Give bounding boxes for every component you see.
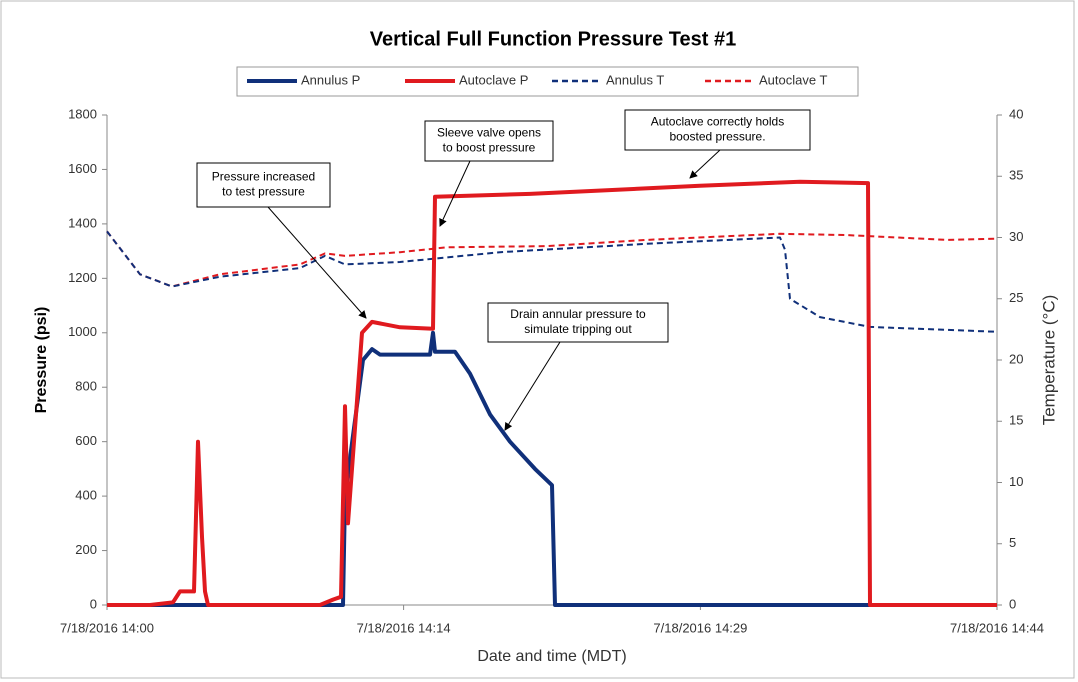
annotation-text: Autoclave correctly holds bbox=[651, 115, 784, 129]
annotation-text: to boost pressure bbox=[443, 141, 536, 155]
y-tick-label: 400 bbox=[75, 488, 97, 503]
x-axis-label: Date and time (MDT) bbox=[477, 648, 626, 665]
x-tick-label: 7/18/2016 14:44 bbox=[950, 620, 1044, 635]
annotation-text: simulate tripping out bbox=[524, 322, 632, 336]
y-tick-label: 1200 bbox=[68, 270, 97, 285]
y2-tick-label: 0 bbox=[1009, 596, 1016, 611]
legend-label: Autoclave T bbox=[759, 72, 827, 87]
annotation-text: Sleeve valve opens bbox=[437, 126, 541, 140]
y2-tick-label: 15 bbox=[1009, 413, 1023, 428]
y-tick-label: 1600 bbox=[68, 161, 97, 176]
legend-label: Annulus T bbox=[606, 72, 664, 87]
annotation-box bbox=[624, 109, 811, 151]
y-tick-label: 1400 bbox=[68, 215, 97, 230]
chart-title: Vertical Full Function Pressure Test #1 bbox=[370, 28, 736, 50]
y-axis-label: Pressure (psi) bbox=[33, 307, 50, 414]
y2-tick-label: 40 bbox=[1009, 106, 1023, 121]
y-tick-label: 1800 bbox=[68, 106, 97, 121]
y-tick-label: 600 bbox=[75, 433, 97, 448]
y2-tick-label: 20 bbox=[1009, 351, 1023, 366]
annotation-text: boosted pressure. bbox=[669, 130, 765, 144]
series-line bbox=[107, 179, 997, 607]
legend-label: Annulus P bbox=[301, 72, 360, 87]
y2-tick-label: 5 bbox=[1009, 535, 1016, 550]
y-tick-label: 0 bbox=[90, 596, 97, 611]
annotation-text: to test pressure bbox=[222, 185, 305, 199]
annotation-arrow bbox=[439, 160, 471, 227]
annotation-arrow bbox=[267, 206, 367, 319]
annotation-box bbox=[487, 302, 669, 343]
annotation-text: Drain annular pressure to bbox=[510, 307, 646, 321]
y2-axis-label: Temperature (°C) bbox=[1039, 295, 1058, 426]
x-tick-label: 7/18/2016 14:14 bbox=[357, 620, 451, 635]
y-tick-label: 800 bbox=[75, 379, 97, 394]
annotation-box bbox=[196, 162, 331, 208]
annotation-arrow bbox=[504, 341, 561, 431]
y-tick-label: 1000 bbox=[68, 324, 97, 339]
y-tick-label: 200 bbox=[75, 542, 97, 557]
annotation-arrow bbox=[689, 149, 721, 179]
y2-tick-label: 35 bbox=[1009, 168, 1023, 183]
series-line bbox=[106, 230, 998, 333]
x-tick-label: 7/18/2016 14:29 bbox=[653, 620, 747, 635]
y2-tick-label: 30 bbox=[1009, 229, 1023, 244]
legend-box bbox=[236, 66, 859, 97]
y2-tick-label: 10 bbox=[1009, 474, 1023, 489]
legend-label: Autoclave P bbox=[459, 72, 528, 87]
x-tick-label: 7/18/2016 14:00 bbox=[60, 620, 154, 635]
annotation-text: Pressure increased bbox=[212, 170, 315, 184]
y2-tick-label: 25 bbox=[1009, 290, 1023, 305]
annotation-box bbox=[424, 120, 554, 162]
